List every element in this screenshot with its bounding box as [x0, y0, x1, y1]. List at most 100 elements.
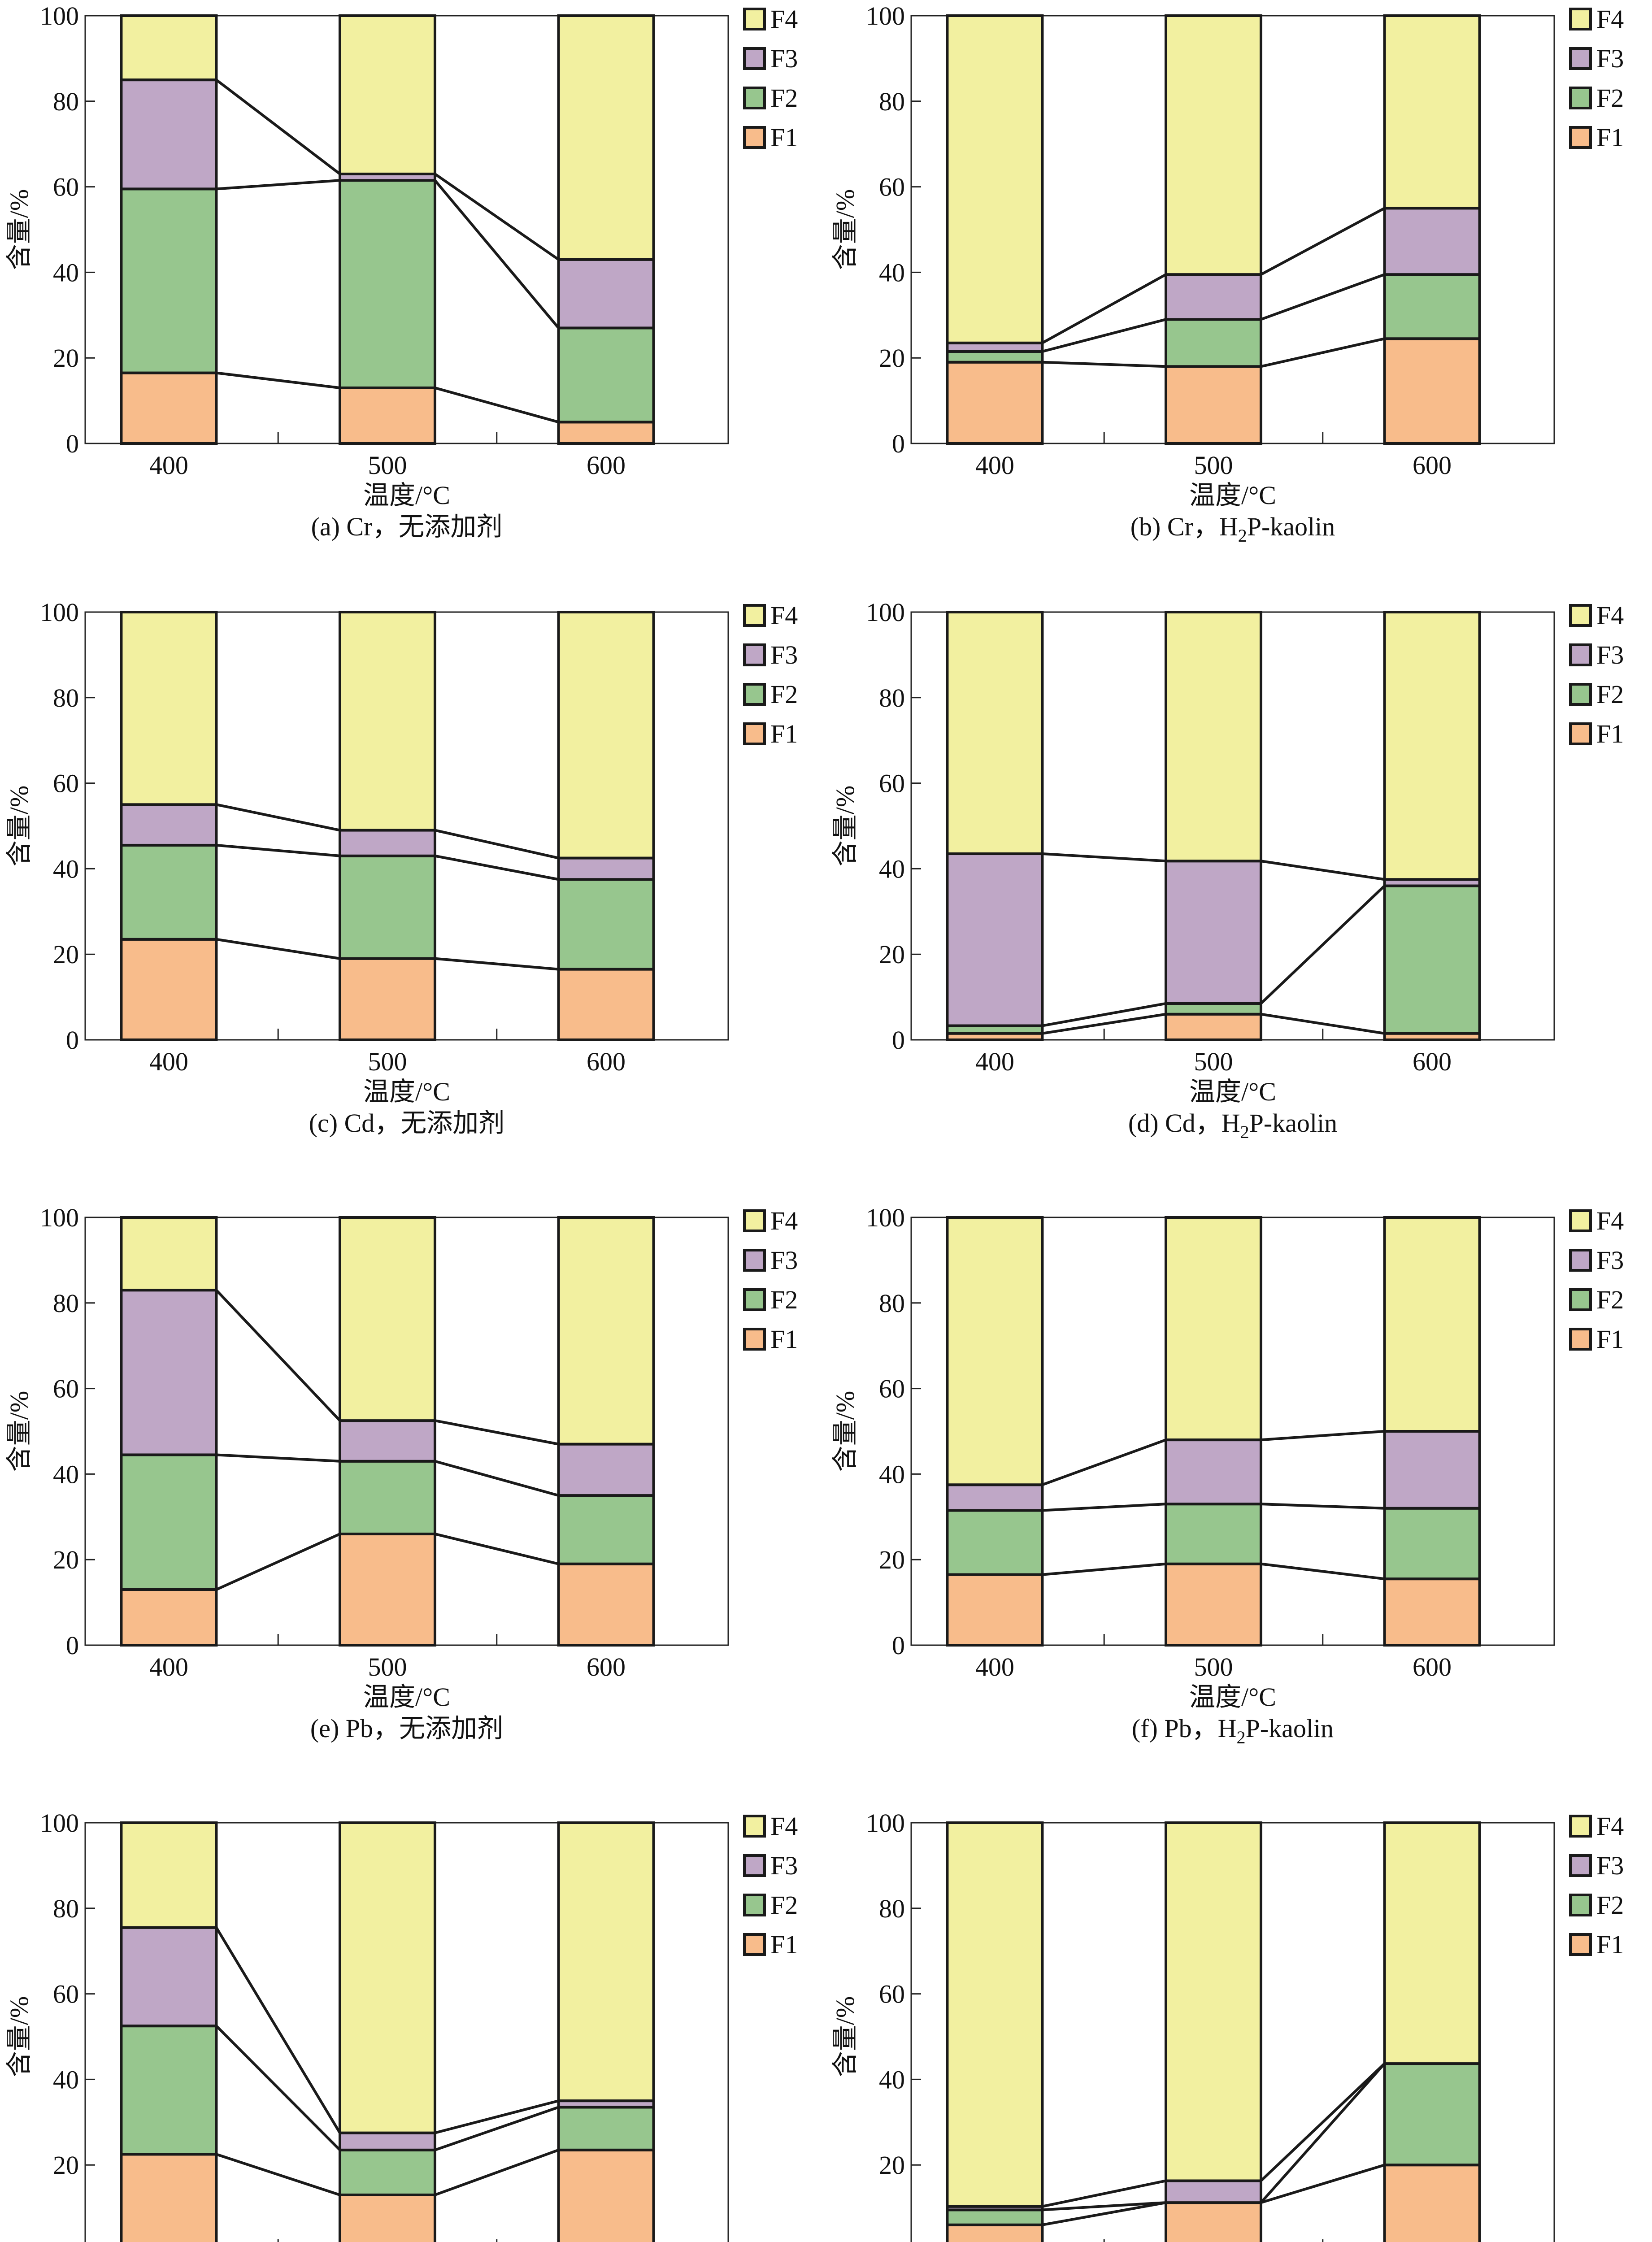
legend-item-f1: F1: [1569, 719, 1624, 748]
legend-swatch: [743, 1815, 766, 1838]
connector-line: [1042, 318, 1166, 353]
bar-segment-f2: [338, 2148, 436, 2196]
y-axis-title: 含量/%: [4, 1996, 34, 2077]
legend-swatch: [1569, 1933, 1592, 1956]
y-tick-label: 60: [53, 1374, 79, 1403]
y-tick-label: 0: [66, 429, 79, 458]
x-tick-label: 600: [1413, 451, 1452, 480]
connector-line: [215, 2025, 341, 2151]
connector-line: [1260, 2062, 1386, 2182]
y-tick-label: 20: [53, 2151, 79, 2180]
bar-segment-f3: [557, 856, 655, 881]
x-axis-title: 温度/°C: [1189, 481, 1276, 510]
bar-segment-f4: [946, 611, 1044, 856]
connector-line: [435, 1533, 559, 1565]
connector-line: [1042, 2179, 1166, 2208]
bar-segment-f3: [946, 1483, 1044, 1512]
connector-line: [1042, 1562, 1166, 1576]
y-axis-title: 含量/%: [4, 1391, 34, 1472]
connector-line: [434, 2106, 559, 2151]
legend-swatch: [743, 87, 766, 109]
bar-segment-f1: [946, 2223, 1044, 2242]
bar-segment-f2: [1164, 1503, 1262, 1565]
x-tick-label: 400: [149, 451, 188, 480]
x-tick-label: 500: [1194, 1047, 1233, 1076]
bar-segment-f1: [557, 968, 655, 1042]
y-tick-label: 40: [879, 2065, 905, 2094]
y-tick-label: 0: [66, 1025, 79, 1055]
legend-item-f4: F4: [1569, 4, 1624, 34]
bar-segment-f1: [120, 371, 218, 445]
y-tick-label: 80: [879, 1894, 905, 1923]
panel-caption: (e) Pb，无添加剂: [310, 1714, 503, 1743]
legend-item-f1: F1: [743, 719, 798, 748]
bar-segment-f3: [120, 803, 218, 847]
legend-label: F3: [1596, 1246, 1624, 1275]
connector-line: [216, 2153, 340, 2196]
chart-panel-a: 0 20 40 60 80 100 400 500 600 温度/°C 含量/% (a) Cr，无添加…: [0, 0, 826, 595]
bar-segment-f4: [557, 1821, 655, 2103]
bar-segment-f4: [120, 611, 218, 806]
bar-segment-f2: [946, 350, 1044, 364]
legend-swatch: [743, 683, 766, 706]
connector-line: [435, 829, 559, 860]
bar-segment-f2: [1383, 884, 1481, 1035]
bar-segment-f4: [1164, 14, 1262, 276]
y-tick-label: 80: [53, 87, 79, 116]
bar-segment-f3: [557, 258, 655, 330]
bar-segment-f1: [338, 386, 436, 445]
x-tick-label: 600: [587, 1652, 626, 1682]
bar-segment-f3: [120, 78, 218, 191]
bar-segment-f3: [1164, 2179, 1262, 2204]
y-tick-label: 0: [66, 1631, 79, 1660]
legend-item-f3: F3: [743, 44, 798, 73]
chart-svg-b: 0 20 40 60 80 100 400 500 600 温度/°C 含量/% (b) Cr，H2P…: [830, 1, 1624, 546]
connector-line: [215, 78, 341, 175]
x-tick-label: 600: [587, 451, 626, 480]
panel-caption: (b) Cr，H2P-kaolin: [1130, 512, 1335, 546]
y-tick-label: 0: [892, 2236, 905, 2242]
bar-segment-f2: [557, 1494, 655, 1565]
legend-swatch: [743, 1249, 766, 1272]
connector-line: [434, 179, 560, 329]
connector-line: [1042, 2201, 1166, 2212]
bar-segment-f1: [1383, 337, 1481, 445]
legend-label: F2: [1596, 680, 1624, 709]
legend-label: F3: [1596, 640, 1624, 669]
panel-caption: (a) Cr，无添加剂: [311, 512, 503, 541]
bar-segment-f1: [946, 361, 1044, 445]
legend-item-f1: F1: [1569, 123, 1624, 152]
x-axis-title: 温度/°C: [1189, 1682, 1276, 1712]
y-tick-label: 80: [879, 1289, 905, 1318]
y-tick-label: 100: [866, 1808, 905, 1838]
connector-line: [1260, 2063, 1386, 2204]
connector-line: [435, 854, 559, 881]
y-tick-label: 100: [866, 1203, 905, 1232]
connector-line: [216, 803, 340, 832]
bar-segment-f3: [120, 1289, 218, 1456]
connector-line: [215, 1927, 341, 2134]
connector-line: [435, 1419, 559, 1446]
connector-line: [435, 387, 559, 424]
y-tick-label: 40: [53, 854, 79, 883]
legend-swatch: [743, 643, 766, 666]
bar-segment-f4: [557, 1216, 655, 1446]
connector-line: [215, 1289, 341, 1422]
legend-item-f4: F4: [743, 4, 798, 34]
bar-segment-f3: [338, 829, 436, 857]
chart-panel-c: 0 20 40 60 80 100 400 500 600 温度/°C 含量/% (c) Cd，无添加…: [0, 596, 826, 1191]
legend-item-f1: F1: [743, 123, 798, 152]
legend-swatch: [743, 1894, 766, 1916]
connector-line: [1260, 273, 1385, 321]
chart-panel-f: 0 20 40 60 80 100 400 500 600 温度/°C 含量/% (f) Pb，H2P…: [826, 1202, 1652, 1797]
x-tick-label: 500: [368, 1652, 407, 1682]
bar-segment-f3: [1164, 273, 1262, 321]
legend-item-f4: F4: [1569, 601, 1624, 630]
bar-segment-f3: [338, 2131, 436, 2151]
y-tick-label: 60: [53, 173, 79, 202]
y-tick-label: 20: [879, 1545, 905, 1574]
bar-segment-f1: [120, 1588, 218, 1647]
legend-item-f2: F2: [1569, 83, 1624, 113]
